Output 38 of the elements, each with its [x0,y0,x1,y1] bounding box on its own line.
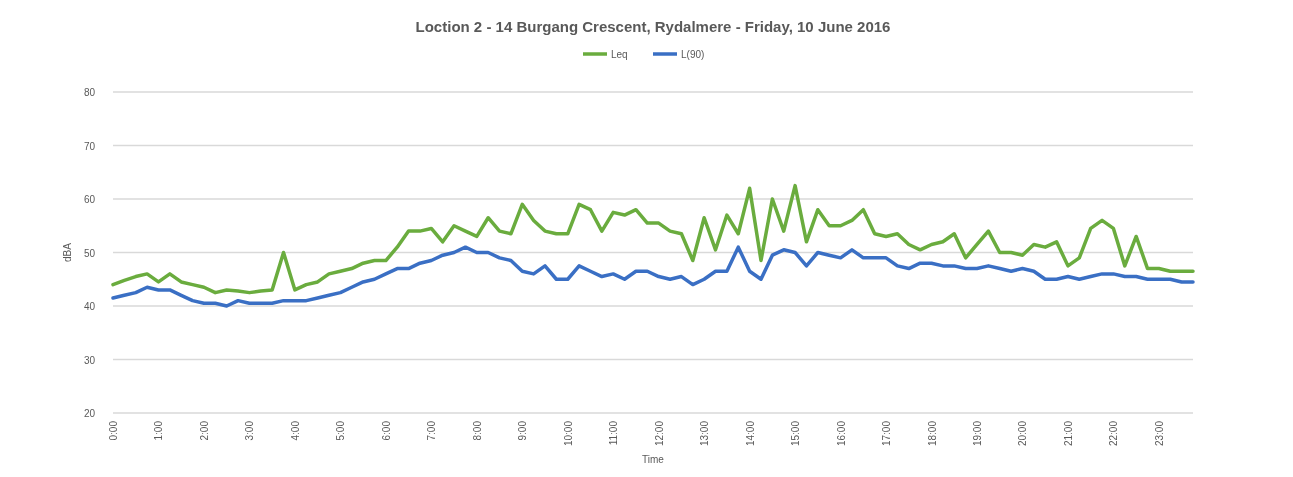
y-tick-label: 30 [83,354,96,366]
line-series [111,183,1195,295]
x-tick-label: 14:00 [744,420,756,447]
line-series [111,245,1195,308]
x-tick-label: 8:00 [471,420,483,441]
x-tick-label: 23:00 [1153,420,1165,447]
x-tick-label: 17:00 [881,420,893,447]
x-tick-label: 22:00 [1108,420,1120,447]
x-tick-label: 19:00 [972,420,983,447]
x-tick-label: 4:00 [289,420,301,441]
y-tick-label: 40 [83,301,96,312]
y-axis-title: dBA [62,242,73,262]
x-tick-label: 12:00 [653,420,665,447]
x-tick-label: 0:00 [108,420,119,441]
x-tick-label: 13:00 [699,420,711,447]
y-tick-label: 20 [83,408,96,419]
y-tick-label: 70 [83,140,96,152]
x-tick-label: 16:00 [835,420,847,447]
y-tick-label: 50 [83,247,96,259]
x-tick-label: 21:00 [1062,420,1074,447]
x-axis-title: Time [642,454,665,465]
x-tick-label: 6:00 [380,420,392,441]
chart-title: Loction 2 - 14 Burgang Crescent, Rydalmere - Friday, 10 June 2016 [415,18,891,35]
x-tick-label: 3:00 [244,420,256,441]
legend-label: Leq [611,49,628,60]
x-tick-label: 10:00 [562,420,574,447]
x-tick-label: 1:00 [153,420,165,441]
x-tick-label: 15:00 [790,420,802,447]
legend-label: L(90) [681,49,705,60]
x-tick-label: 11:00 [608,420,620,446]
x-tick-label: 20:00 [1017,420,1029,447]
x-tick-label: 2:00 [198,420,210,441]
x-tick-label: 18:00 [926,420,938,447]
y-tick-label: 60 [83,194,96,205]
x-tick-label: 7:00 [426,420,438,441]
x-tick-label: 5:00 [335,420,347,441]
x-tick-label: 9:00 [517,420,529,441]
y-tick-label: 80 [83,87,96,98]
